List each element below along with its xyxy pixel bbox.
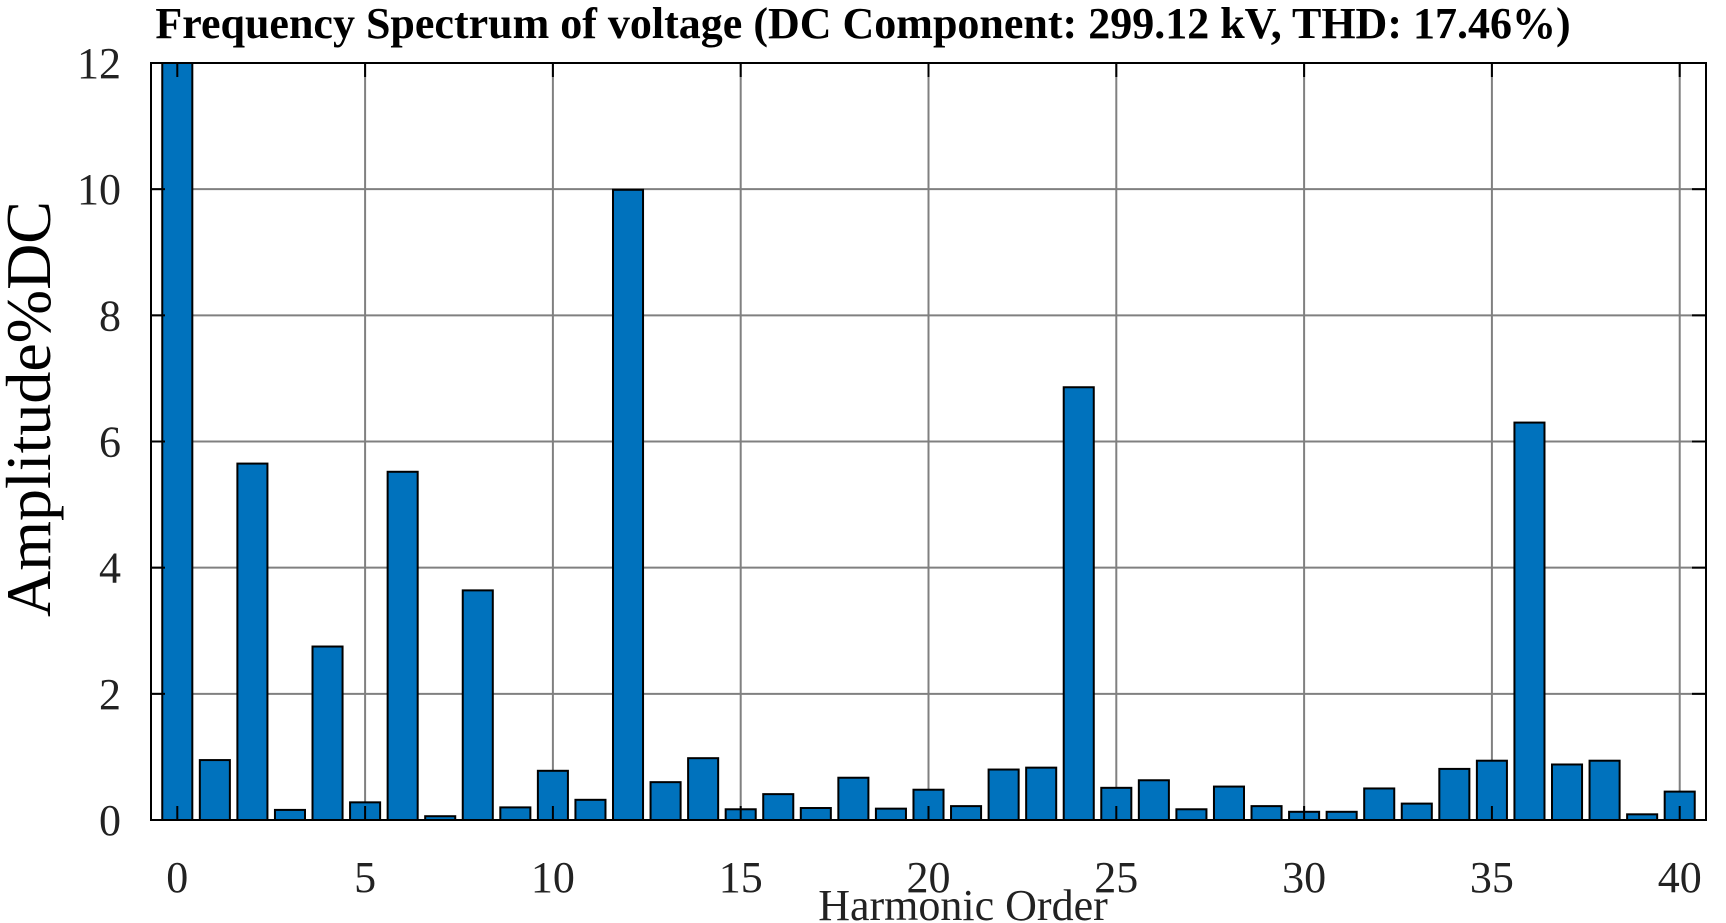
y-tick-label: 0: [99, 796, 121, 845]
bar-harmonic-19: [874, 807, 907, 822]
bar-harmonic-3: [273, 808, 306, 822]
y-tick-label: 6: [99, 418, 121, 467]
bar-harmonic-13: [649, 781, 682, 822]
bar-harmonic-24: [1062, 386, 1095, 821]
bar-harmonic-8: [461, 589, 494, 821]
x-tick-label: 35: [1470, 853, 1514, 902]
x-tick-label: 30: [1282, 853, 1326, 902]
y-tick-label: 8: [99, 291, 121, 340]
bar-harmonic-6: [386, 470, 419, 821]
bar-harmonic-0: [161, 62, 194, 821]
bar-harmonic-28: [1212, 785, 1246, 822]
x-tick-label: 5: [354, 853, 376, 902]
grid-lines: [151, 62, 1706, 821]
bar-harmonic-36: [1513, 421, 1546, 821]
bar-harmonic-34: [1438, 767, 1471, 822]
bar-harmonic-2: [236, 462, 269, 821]
x-tick-labels: 0 5 10 15 20 25 30 35 40: [166, 853, 1701, 902]
bar-harmonic-4: [311, 645, 344, 821]
bar-harmonic-38: [1588, 759, 1621, 821]
y-tick-labels: 0 2 4 6 8 10 12: [77, 39, 121, 845]
bar-harmonic-26: [1137, 779, 1170, 822]
bar-harmonic-9: [499, 806, 532, 822]
bar-harmonic-14: [687, 757, 720, 822]
y-axis-label: Amplitude%DC: [0, 201, 64, 617]
y-tick-label: 12: [77, 39, 121, 88]
bar-harmonic-16: [762, 793, 795, 821]
bar-harmonic-33: [1400, 802, 1433, 821]
bar-harmonic-37: [1551, 763, 1584, 822]
x-tick-label: 10: [531, 853, 575, 902]
x-tick-label: 15: [719, 853, 763, 902]
x-axis-label: Harmonic Order: [818, 881, 1108, 923]
bar-harmonic-22: [987, 768, 1020, 821]
bar-harmonic-29: [1250, 805, 1283, 821]
bar-harmonic-31: [1325, 810, 1358, 822]
bar-harmonic-21: [950, 805, 983, 821]
y-tick-label: 2: [99, 670, 121, 719]
bar-harmonic-17: [799, 807, 832, 821]
x-tick-label: 40: [1658, 853, 1702, 902]
x-tick-label: 0: [166, 853, 188, 902]
bar-harmonic-32: [1363, 787, 1396, 821]
y-tick-label: 4: [99, 544, 121, 593]
bars: [161, 62, 1696, 822]
bar-harmonic-1: [198, 759, 231, 822]
tick-marks: [151, 62, 1706, 821]
bar-harmonic-11: [574, 798, 607, 822]
x-tick-label: 20: [907, 853, 951, 902]
bar-harmonic-23: [1025, 766, 1058, 821]
chart-title: Frequency Spectrum of voltage (DC Compon…: [155, 0, 1570, 48]
bar-harmonic-27: [1175, 808, 1208, 821]
bar-harmonic-18: [837, 776, 870, 822]
x-tick-label: 25: [1094, 853, 1138, 902]
y-tick-label: 10: [77, 165, 121, 214]
bar-harmonic-12: [611, 188, 645, 822]
